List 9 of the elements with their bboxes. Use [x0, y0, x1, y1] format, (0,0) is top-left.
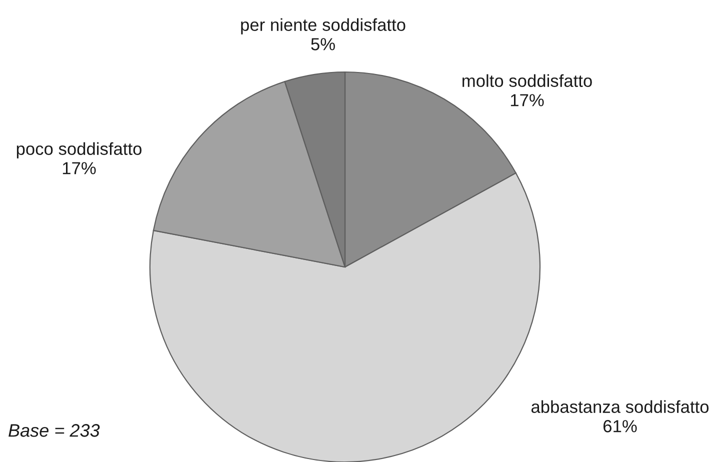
slice-label: abbastanza soddisfatto — [531, 400, 709, 413]
data-label: 17% — [510, 94, 544, 106]
slice-label: molto soddisfatto — [462, 74, 592, 87]
data-label: 17% — [62, 162, 96, 174]
data-label: 61% — [604, 420, 637, 432]
text: Base = 233 — [8, 424, 100, 437]
slice-label: poco soddisfatto — [16, 142, 142, 158]
data-label: 5% — [311, 38, 335, 50]
slice-label: per niente soddisfatto — [241, 18, 406, 34]
